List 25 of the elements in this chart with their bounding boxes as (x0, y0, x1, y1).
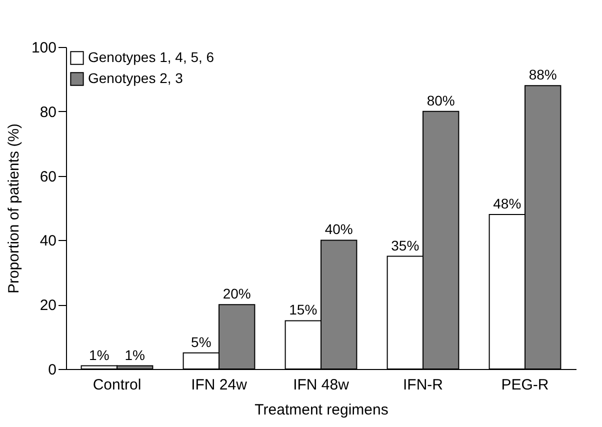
y-tick-label: 100 (31, 40, 56, 56)
x-tick-label: Control (92, 376, 142, 394)
data-label: 88% (528, 66, 557, 83)
legend-label: Genotypes 1, 4, 5, 6 (88, 49, 214, 65)
legend-label: Genotypes 2, 3 (88, 70, 184, 86)
data-label: 48% (493, 195, 522, 212)
data-label: 35% (391, 237, 420, 254)
x-axis-title: Treatment regimens (254, 402, 388, 418)
x-tick-label: IFN 48w (293, 376, 350, 394)
y-tick-label: 20 (40, 297, 56, 314)
x-tick-label: IFN-R (403, 376, 444, 394)
y-tick-label: 0 (48, 362, 56, 378)
x-tick-label: PEG-R (501, 376, 549, 394)
data-label: 40% (324, 221, 353, 238)
data-label: 1% (124, 346, 145, 363)
y-tick-label: 40 (40, 232, 56, 250)
y-tick-label: 80 (40, 104, 56, 121)
data-label: 80% (426, 92, 455, 108)
data-label: 5% (191, 334, 212, 350)
data-label: 20% (222, 286, 251, 302)
data-label: 1% (89, 346, 110, 363)
y-axis-title: Proportion of patients (%) (5, 123, 22, 294)
data-label: 15% (289, 302, 318, 318)
y-tick-label: 60 (40, 168, 56, 186)
x-tick-label: IFN 24w (191, 376, 248, 394)
